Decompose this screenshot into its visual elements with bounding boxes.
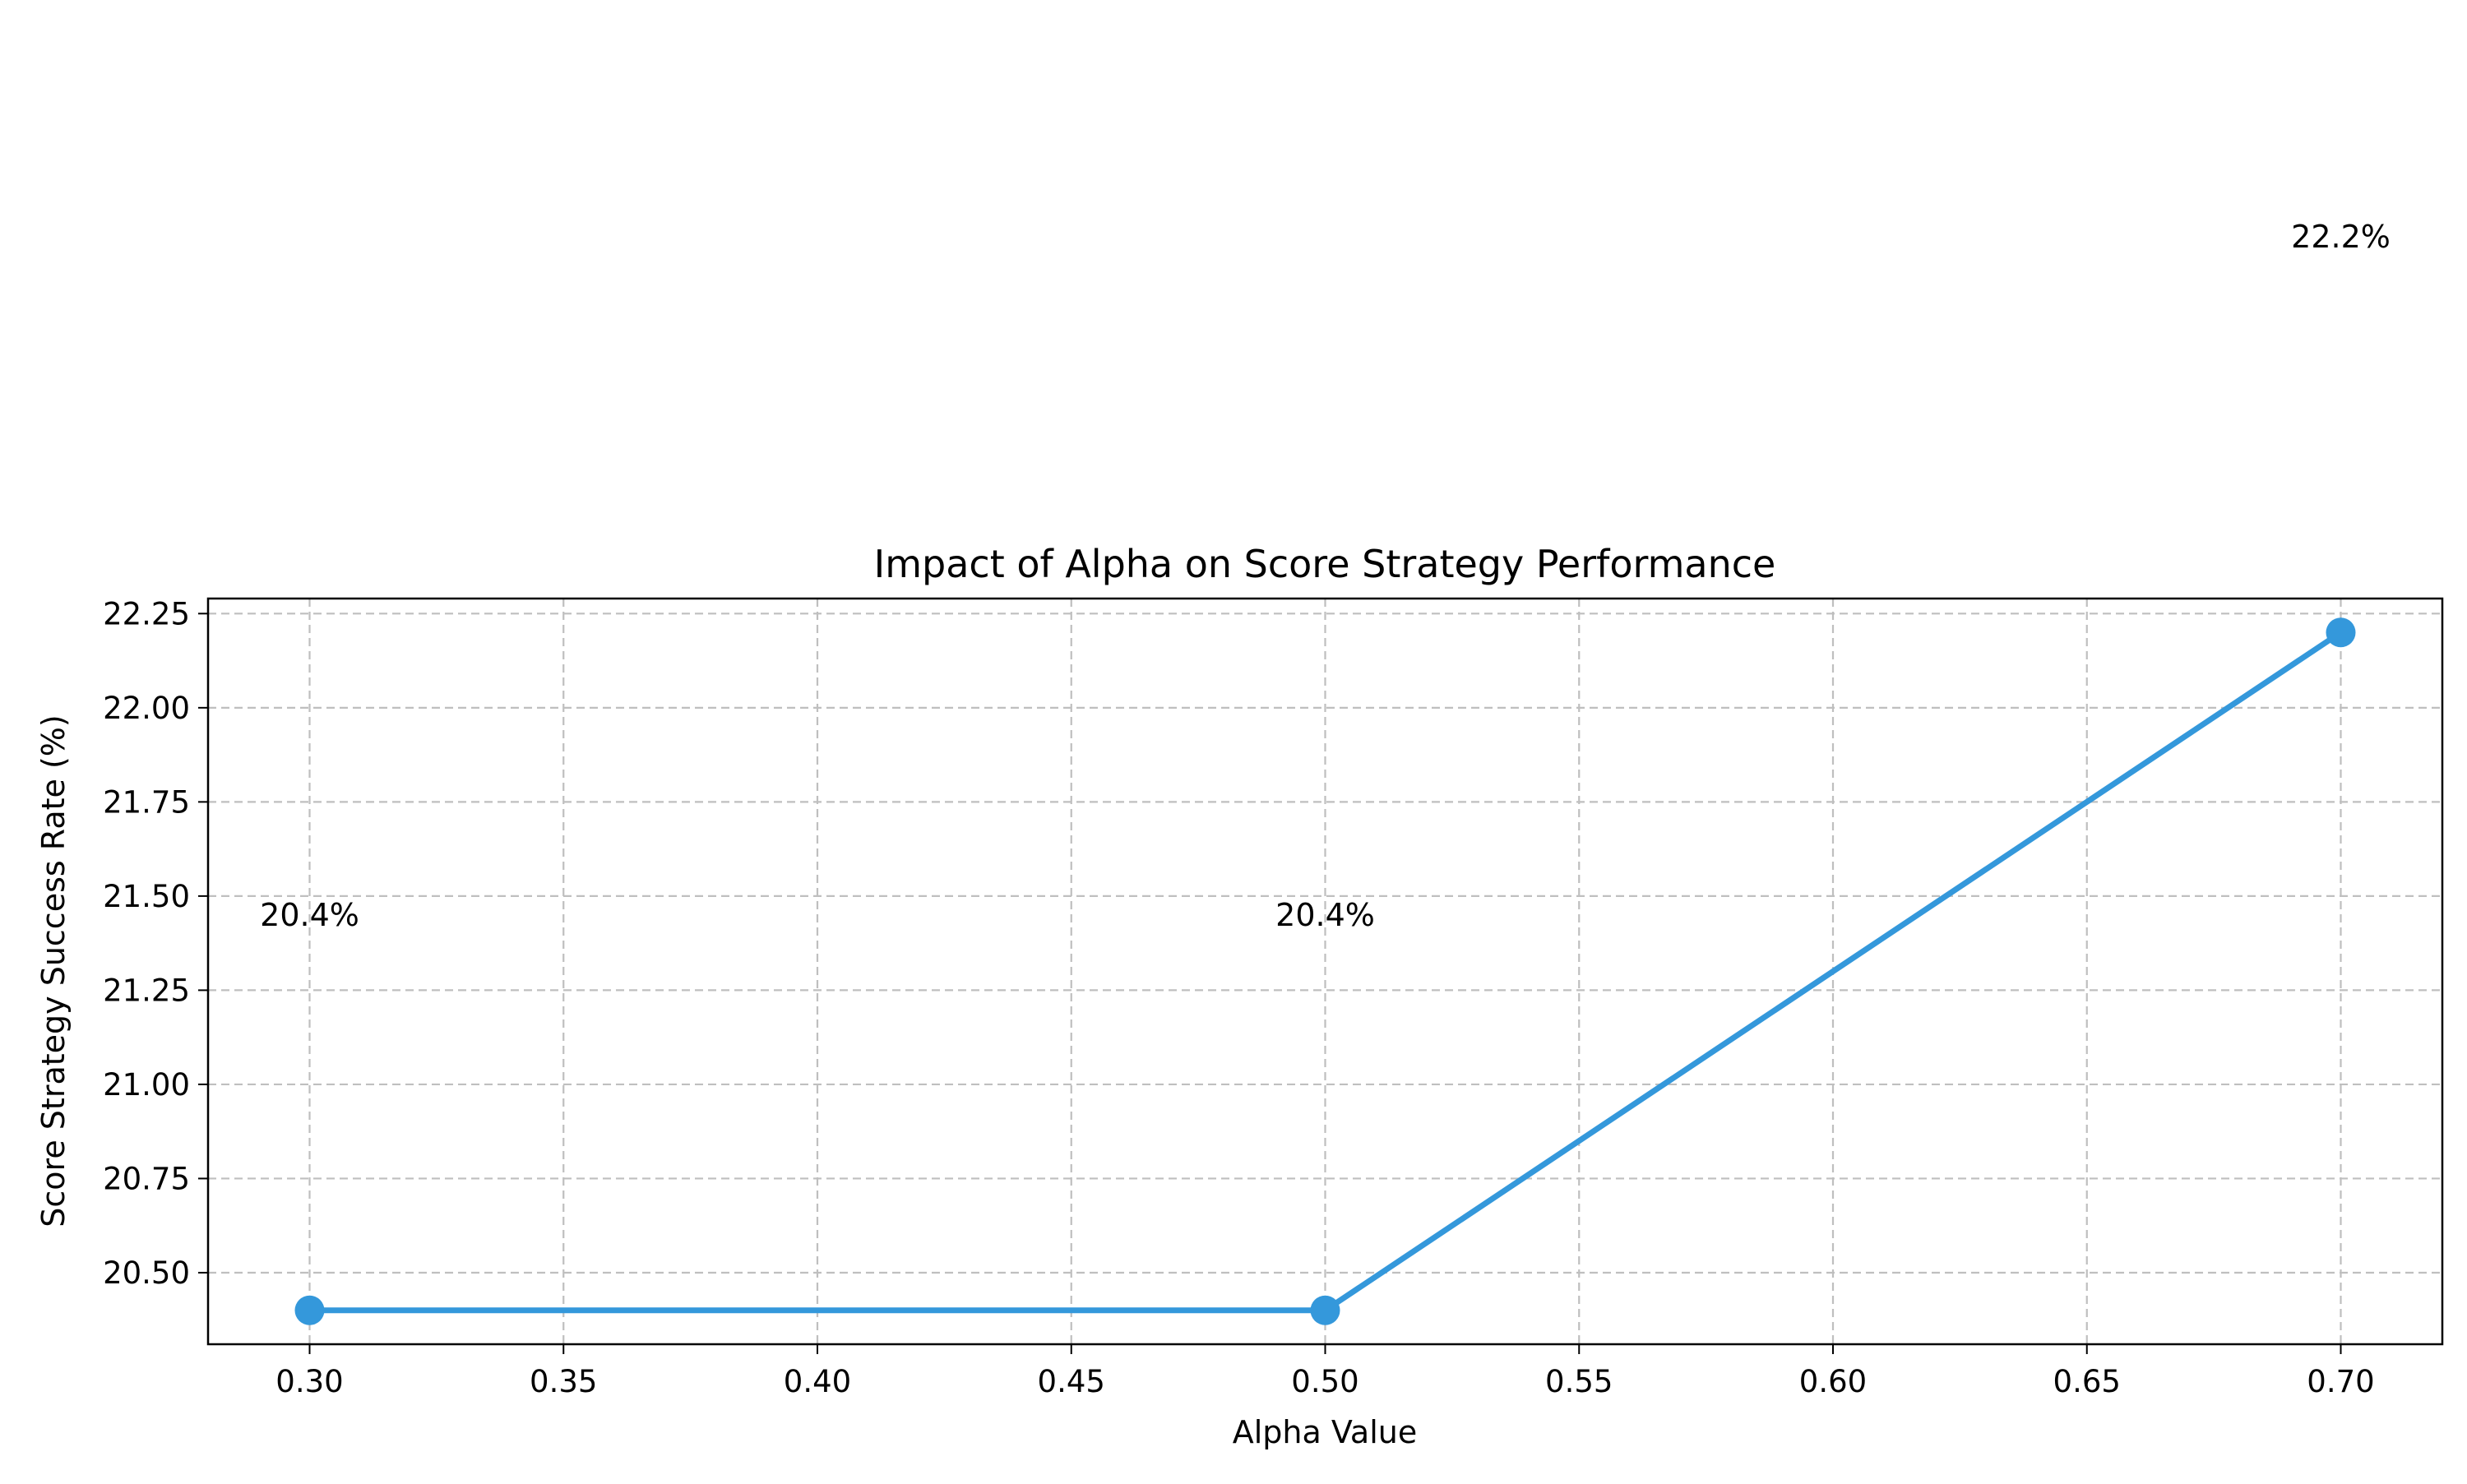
annotations: 20.4% 20.4% 22.2% (260, 219, 2391, 933)
x-tick-label: 0.65 (2053, 1364, 2121, 1399)
x-tick-label: 0.55 (1545, 1364, 1613, 1399)
x-tick-label: 0.45 (1038, 1364, 1105, 1399)
data-point (2326, 617, 2356, 648)
x-axis-label: Alpha Value (1233, 1414, 1417, 1450)
data-label: 20.4% (1275, 897, 1375, 933)
y-tick-label: 21.50 (103, 879, 190, 914)
data-label: 22.2% (2291, 219, 2391, 255)
grid (208, 599, 2442, 1344)
y-tick-label: 20.50 (103, 1255, 190, 1291)
ticks: 0.30 0.35 0.40 0.45 0.50 0.55 0.60 0.65 0.70 20.5… (103, 596, 2375, 1399)
x-tick-label: 0.60 (1799, 1364, 1867, 1399)
x-tick-label: 0.40 (784, 1364, 851, 1399)
y-tick-label: 22.25 (103, 596, 190, 631)
y-axis-label: Score Strategy Success Rate (%) (35, 714, 72, 1227)
y-tick-label: 20.75 (103, 1161, 190, 1196)
chart-title: Impact of Alpha on Score Strategy Perfor… (874, 542, 1776, 586)
y-tick-label: 21.25 (103, 973, 190, 1008)
y-tick-label: 21.75 (103, 784, 190, 820)
series (294, 617, 2356, 1325)
x-tick-label: 0.70 (2307, 1364, 2374, 1399)
x-tick-label: 0.35 (530, 1364, 597, 1399)
y-tick-label: 21.00 (103, 1067, 190, 1103)
y-tick-label: 22.00 (103, 691, 190, 726)
data-point (1310, 1295, 1340, 1325)
data-label: 20.4% (260, 897, 359, 933)
x-tick-label: 0.50 (1291, 1364, 1358, 1399)
data-point (294, 1295, 325, 1325)
x-tick-label: 0.30 (275, 1364, 343, 1399)
